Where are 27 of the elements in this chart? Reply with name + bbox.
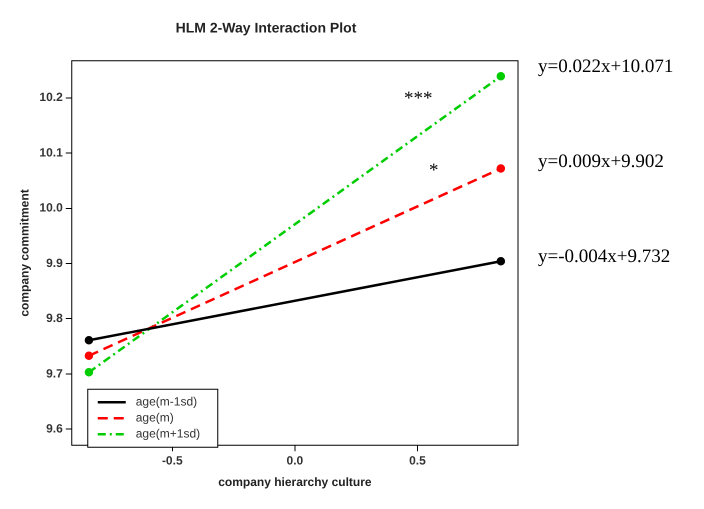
- y-tick-label: 9.6: [46, 421, 64, 436]
- point: [84, 368, 94, 377]
- legend-label: age(m-1sd): [136, 394, 198, 409]
- y-tick-label: 9.8: [46, 311, 64, 326]
- y-tick-label: 10.0: [39, 200, 64, 215]
- point: [496, 257, 506, 266]
- x-tick-label: -0.5: [162, 454, 183, 468]
- y-tick-label: 9.9: [46, 256, 64, 270]
- y-tick-label: 10.2: [39, 90, 64, 104]
- point: [84, 336, 94, 345]
- legend-label: age(m+1sd): [136, 426, 200, 441]
- text: y=0.009x+9.902: [538, 151, 664, 173]
- text: y=0.022x+10.071: [538, 56, 674, 78]
- y-tick-label: 9.7: [46, 366, 64, 380]
- annotation: ***: [404, 88, 432, 110]
- y-axis-title: company commitment: [18, 189, 32, 317]
- legend-label: age(m): [136, 410, 174, 425]
- point: [84, 351, 94, 360]
- chart-title: HLM 2-Way Interaction Plot: [176, 19, 357, 36]
- point: [496, 164, 506, 173]
- x-tick-label: 0.0: [286, 454, 304, 468]
- x-axis-title: company hierarchy culture: [218, 475, 372, 490]
- y-tick-label: 10.1: [39, 145, 64, 160]
- x-tick-label: 0.5: [409, 454, 426, 468]
- point: [496, 72, 506, 81]
- text: y=-0.004x+9.732: [538, 246, 670, 268]
- annotation: *: [429, 160, 438, 182]
